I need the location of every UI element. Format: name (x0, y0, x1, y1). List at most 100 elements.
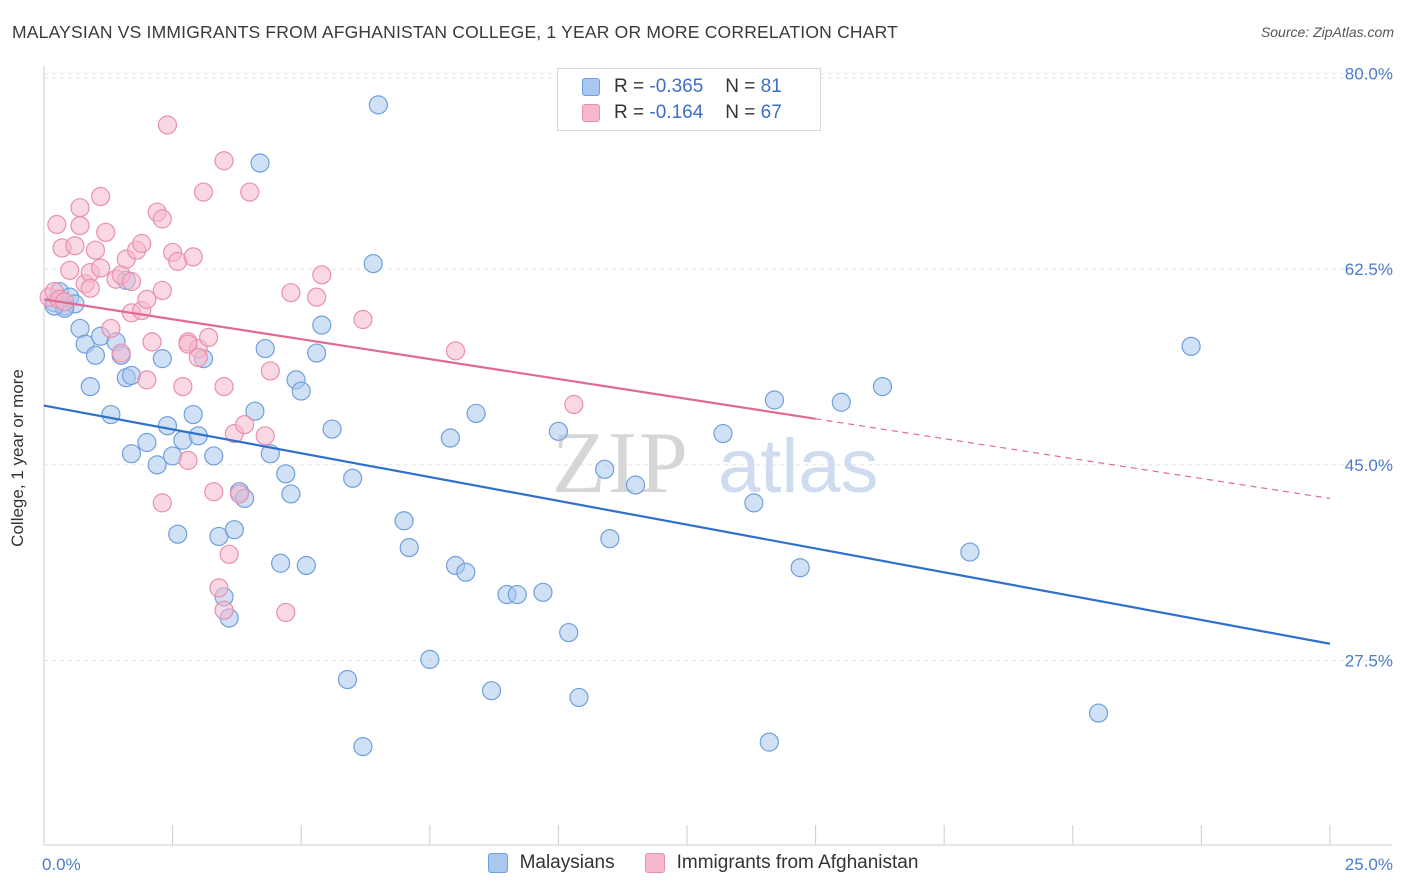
data-point (178, 450, 198, 470)
bottom-legend-label: Malaysians (519, 852, 615, 873)
data-point (353, 309, 373, 330)
bottom-legend-malaysians: Malaysians (487, 852, 615, 874)
data-point (312, 265, 332, 285)
data-point (368, 95, 388, 115)
data-point (872, 376, 893, 397)
data-point (173, 376, 193, 397)
data-point (281, 283, 301, 303)
y-tick-label: 27.5% (1345, 652, 1393, 671)
data-point (440, 428, 460, 448)
data-point (960, 542, 980, 562)
data-point (70, 215, 90, 236)
data-point (713, 423, 733, 444)
data-point (363, 254, 383, 274)
data-point (790, 558, 810, 578)
data-point (229, 484, 250, 504)
data-point (214, 151, 234, 171)
data-point (209, 578, 229, 598)
data-point (111, 343, 131, 363)
data-point (764, 390, 785, 410)
data-point (101, 318, 121, 339)
legend-r-label: R = (614, 76, 645, 97)
data-point (1088, 703, 1109, 723)
y-tick-label: 80.0% (1345, 65, 1393, 84)
data-point (625, 475, 646, 495)
data-point (219, 544, 239, 564)
data-point (507, 584, 527, 605)
data-point (291, 381, 311, 401)
data-point (533, 582, 553, 602)
data-point (548, 421, 569, 441)
data-point (152, 493, 172, 513)
data-point (353, 737, 373, 757)
data-point (235, 415, 255, 435)
data-point (193, 182, 214, 202)
data-point (445, 341, 466, 361)
trend-line (43, 298, 816, 420)
data-point (183, 404, 203, 425)
data-point (178, 334, 198, 354)
data-point (296, 555, 316, 576)
tick-labels: 80.0% 62.5% 45.0% 27.5% 0.0% 25.0% (42, 65, 1393, 874)
series-afghanistan (39, 115, 584, 623)
data-point (214, 376, 234, 397)
bottom-legend-afghanistan: Immigrants from Afghanistan (644, 852, 919, 874)
legend-r-label: R = (614, 102, 645, 123)
legend-row-afghanistan: R = -0.164 N = 67 (582, 100, 782, 126)
data-point (240, 182, 260, 202)
data-point (456, 562, 476, 582)
legend-n-value: 67 (760, 102, 782, 123)
legend-r-value: -0.164 (649, 102, 704, 123)
data-point (831, 392, 851, 412)
data-point (152, 209, 172, 229)
data-point (90, 186, 111, 207)
trend-line-extension (815, 418, 1331, 499)
bottom-legend-swatch-blue (487, 853, 508, 873)
axes (43, 66, 1392, 846)
legend-row-malaysians: R = -0.365 N = 81 (582, 74, 782, 100)
data-point (96, 222, 116, 242)
data-point (276, 464, 296, 484)
data-point (1181, 336, 1201, 356)
legend-swatch-blue (582, 78, 600, 96)
data-point (152, 349, 172, 369)
watermark-zip: ZIP (552, 415, 690, 512)
legend-r-value: -0.365 (649, 76, 704, 97)
data-point (481, 681, 502, 701)
data-point (245, 401, 265, 421)
data-point (569, 687, 589, 708)
data-point (204, 482, 224, 502)
data-point (276, 602, 296, 623)
y-tick-label: 62.5% (1345, 260, 1393, 279)
data-point (152, 280, 172, 301)
data-point (595, 459, 615, 479)
legend-n-value: 81 (760, 76, 782, 97)
data-point (137, 289, 157, 309)
bottom-legend: Malaysians Immigrants from Afghanistan (0, 852, 1406, 874)
bottom-legend-label: Immigrants from Afghanistan (676, 852, 919, 873)
data-point (312, 315, 332, 335)
data-point (142, 332, 162, 352)
data-point (121, 271, 142, 292)
data-point (199, 327, 219, 348)
data-point (90, 258, 111, 278)
source-credit: Source: ZipAtlas.com (1260, 24, 1394, 40)
trend-lines (43, 298, 1331, 645)
legend: R = -0.365 N = 81 R = -0.164 N = 67 (557, 68, 821, 131)
legend-n-label: N = (725, 102, 756, 123)
data-point (759, 732, 779, 752)
watermark-atlas: atlas (718, 424, 879, 509)
data-point (147, 455, 167, 475)
data-point (85, 240, 106, 260)
watermark: ZIP atlas (552, 415, 879, 512)
data-point (281, 484, 301, 504)
chart-title: MALAYSIAN VS IMMIGRANTS FROM AFGHANISTAN… (12, 22, 899, 42)
data-point (80, 278, 100, 298)
data-point (224, 520, 244, 540)
data-point (337, 669, 358, 690)
data-point (101, 404, 121, 425)
data-point (466, 403, 486, 424)
data-point (307, 287, 327, 307)
legend-n-label: N = (725, 76, 756, 97)
